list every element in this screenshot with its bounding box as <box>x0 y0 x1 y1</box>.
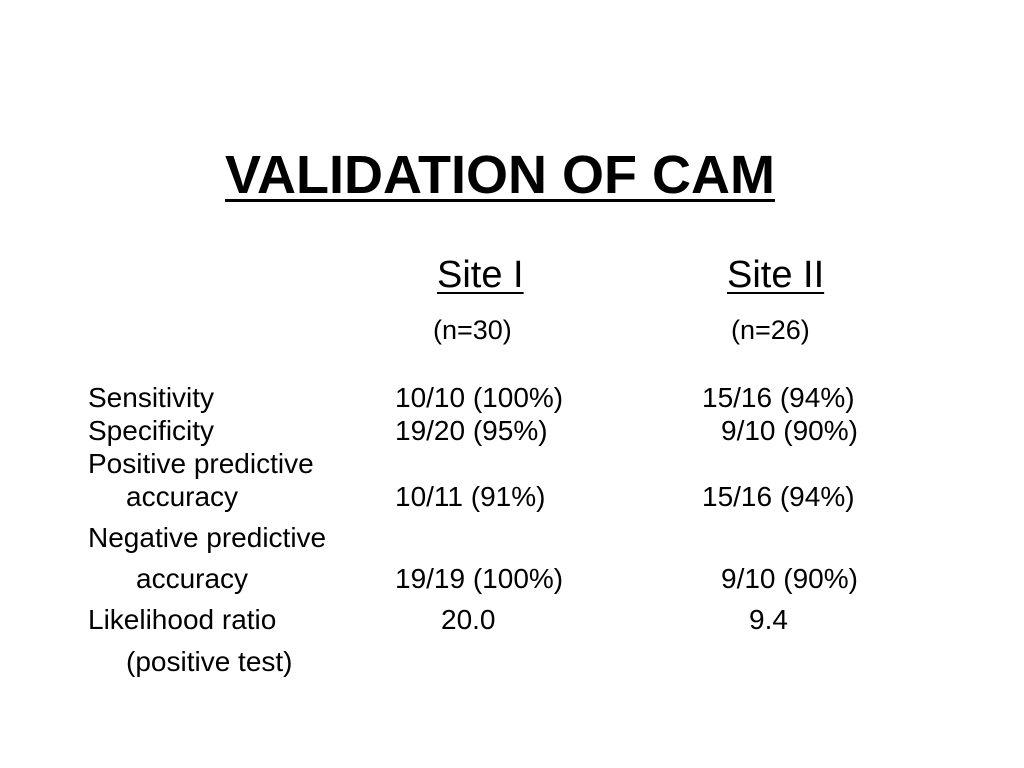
row-label-negative-predictive: Negative predictive <box>88 522 327 553</box>
cell-negative-predictive-site-2: 9/10 (90%) <box>721 563 858 594</box>
row-label-likelihood-ratio: Likelihood ratio <box>88 604 277 635</box>
row-label-negative-predictive-cont: accuracy <box>136 563 249 594</box>
cell-negative-predictive-site-1: 19/19 (100%) <box>395 563 564 594</box>
sample-size-site-1: (n=30) <box>433 315 512 345</box>
row-label-positive-predictive: Positive predictive <box>88 448 314 479</box>
cell-specificity-site-2: 9/10 (90%) <box>721 415 858 446</box>
row-label-likelihood-ratio-cont: (positive test) <box>126 646 293 677</box>
cell-positive-predictive-site-1: 10/11 (91%) <box>395 481 546 512</box>
cell-sensitivity-site-2: 15/16 (94%) <box>702 382 855 413</box>
cell-likelihood-ratio-site-1: 20.0 <box>441 604 496 635</box>
row-label-positive-predictive-cont: accuracy <box>126 481 239 512</box>
column-header-site-2: Site II <box>727 254 825 296</box>
cell-specificity-site-1: 19/20 (95%) <box>395 415 548 446</box>
slide-title: VALIDATION OF CAM <box>225 145 775 205</box>
sample-size-site-2: (n=26) <box>731 315 810 345</box>
cell-likelihood-ratio-site-2: 9.4 <box>749 604 788 635</box>
cell-positive-predictive-site-2: 15/16 (94%) <box>702 481 855 512</box>
row-label-specificity: Specificity <box>88 415 215 446</box>
column-header-site-1: Site I <box>437 254 524 296</box>
row-label-sensitivity: Sensitivity <box>88 382 215 413</box>
cell-sensitivity-site-1: 10/10 (100%) <box>395 382 564 413</box>
